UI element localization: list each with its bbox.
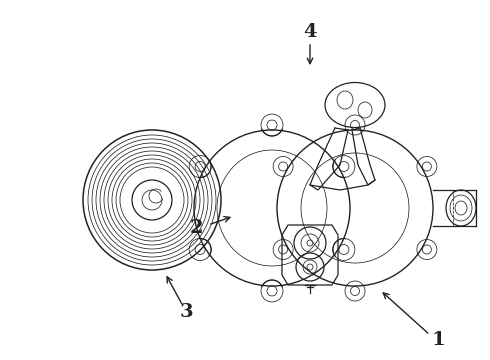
Text: 3: 3 xyxy=(179,303,193,321)
Text: 2: 2 xyxy=(189,219,203,237)
Text: 4: 4 xyxy=(303,23,317,41)
Text: 1: 1 xyxy=(431,331,445,349)
